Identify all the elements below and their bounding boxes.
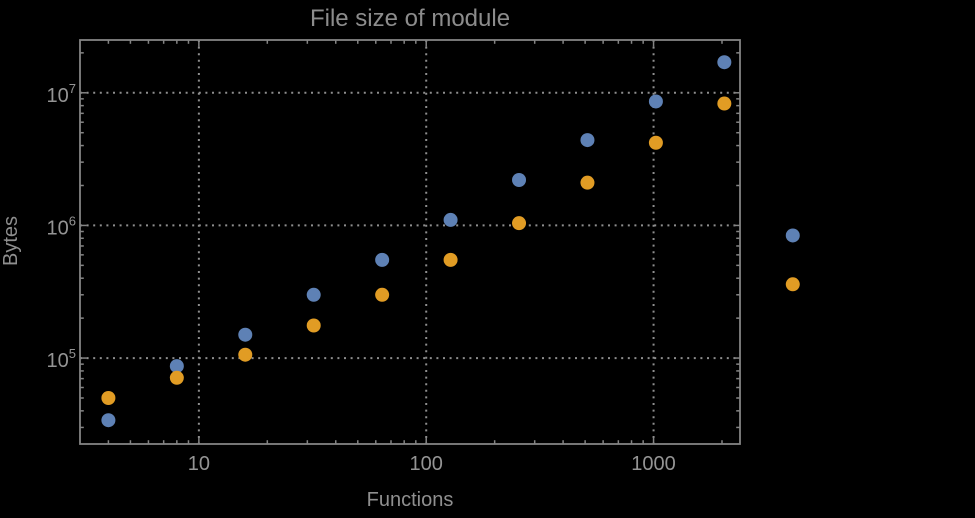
data-point-blue-series xyxy=(238,327,253,342)
data-point-blue-series xyxy=(717,55,732,70)
x-axis-label: Functions xyxy=(367,489,454,511)
y-tick-label: 107 xyxy=(47,81,76,107)
chart-title: File size of module xyxy=(310,5,510,32)
data-point-orange-series xyxy=(169,370,184,385)
data-point-orange-series xyxy=(443,252,458,267)
data-point-orange-series xyxy=(785,277,800,292)
data-point-orange-series xyxy=(238,347,253,362)
data-point-orange-series xyxy=(101,391,116,406)
x-tick-label: 10 xyxy=(188,453,210,475)
data-point-blue-series xyxy=(512,173,527,188)
data-point-blue-series xyxy=(101,413,116,428)
data-point-blue-series xyxy=(443,212,458,227)
data-point-orange-series xyxy=(512,216,527,231)
data-point-orange-series xyxy=(648,135,663,150)
data-point-orange-series xyxy=(306,318,321,333)
data-point-blue-series xyxy=(169,359,184,374)
x-tick-label: 100 xyxy=(410,453,443,475)
data-point-blue-series xyxy=(306,287,321,302)
data-point-orange-series xyxy=(375,287,390,302)
plot-frame xyxy=(79,39,741,445)
data-point-blue-series xyxy=(648,94,663,109)
x-tick-label: 1000 xyxy=(631,453,676,475)
data-point-blue-series xyxy=(375,252,390,267)
data-point-orange-series xyxy=(717,96,732,111)
data-point-orange-series xyxy=(580,175,595,190)
y-axis-label: Bytes xyxy=(0,216,22,266)
y-tick-label: 106 xyxy=(47,213,76,239)
data-point-blue-series xyxy=(785,228,800,243)
data-point-blue-series xyxy=(580,133,595,148)
y-tick-label: 105 xyxy=(47,346,76,372)
